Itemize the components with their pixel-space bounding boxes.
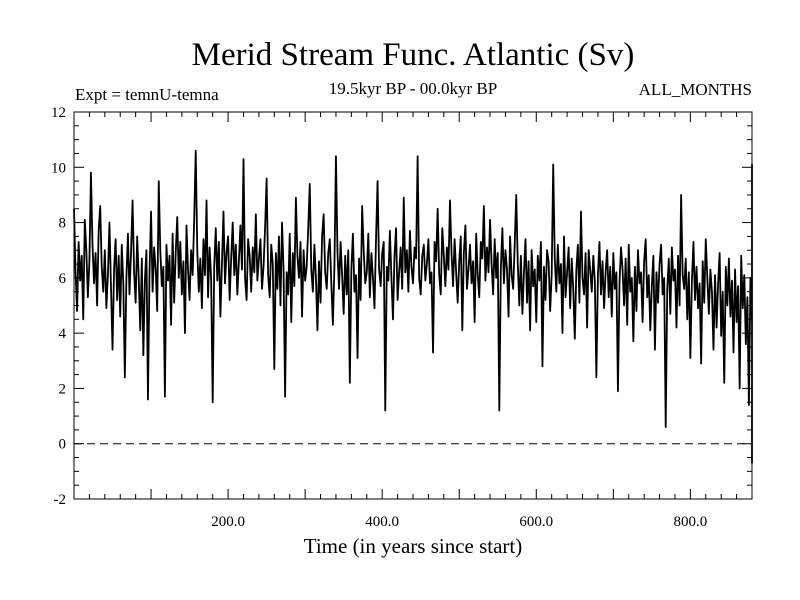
y-tick-label: 0 xyxy=(59,437,67,453)
series-line xyxy=(73,149,753,464)
y-tick-label: 6 xyxy=(59,271,67,287)
y-tick-label: 10 xyxy=(51,160,66,176)
period-subtitle: 19.5kyr BP - 00.0kyr BP xyxy=(329,79,497,98)
y-tick-label: 2 xyxy=(59,381,67,397)
y-tick-label: 4 xyxy=(59,326,67,342)
chart-title: Merid Stream Func. Atlantic (Sv) xyxy=(192,37,635,73)
x-tick-labels: 200.0 400.0 600.0 800.0 xyxy=(211,514,707,530)
x-tick-label: 600.0 xyxy=(519,514,553,530)
x-tick-label: 200.0 xyxy=(211,514,245,530)
x-axis-label: Time (in years since start) xyxy=(304,534,523,558)
y-tick-label: 8 xyxy=(59,216,67,232)
y-tick-label: -2 xyxy=(54,492,67,508)
y-tick-label: 12 xyxy=(51,105,66,121)
x-tick-label: 800.0 xyxy=(673,514,707,530)
expt-label: Expt = temnU-temna xyxy=(75,85,219,104)
months-label: ALL_MONTHS xyxy=(639,80,752,99)
y-tick-labels: -2 0 2 4 6 8 10 12 xyxy=(51,105,67,508)
x-tick-label: 400.0 xyxy=(365,514,399,530)
